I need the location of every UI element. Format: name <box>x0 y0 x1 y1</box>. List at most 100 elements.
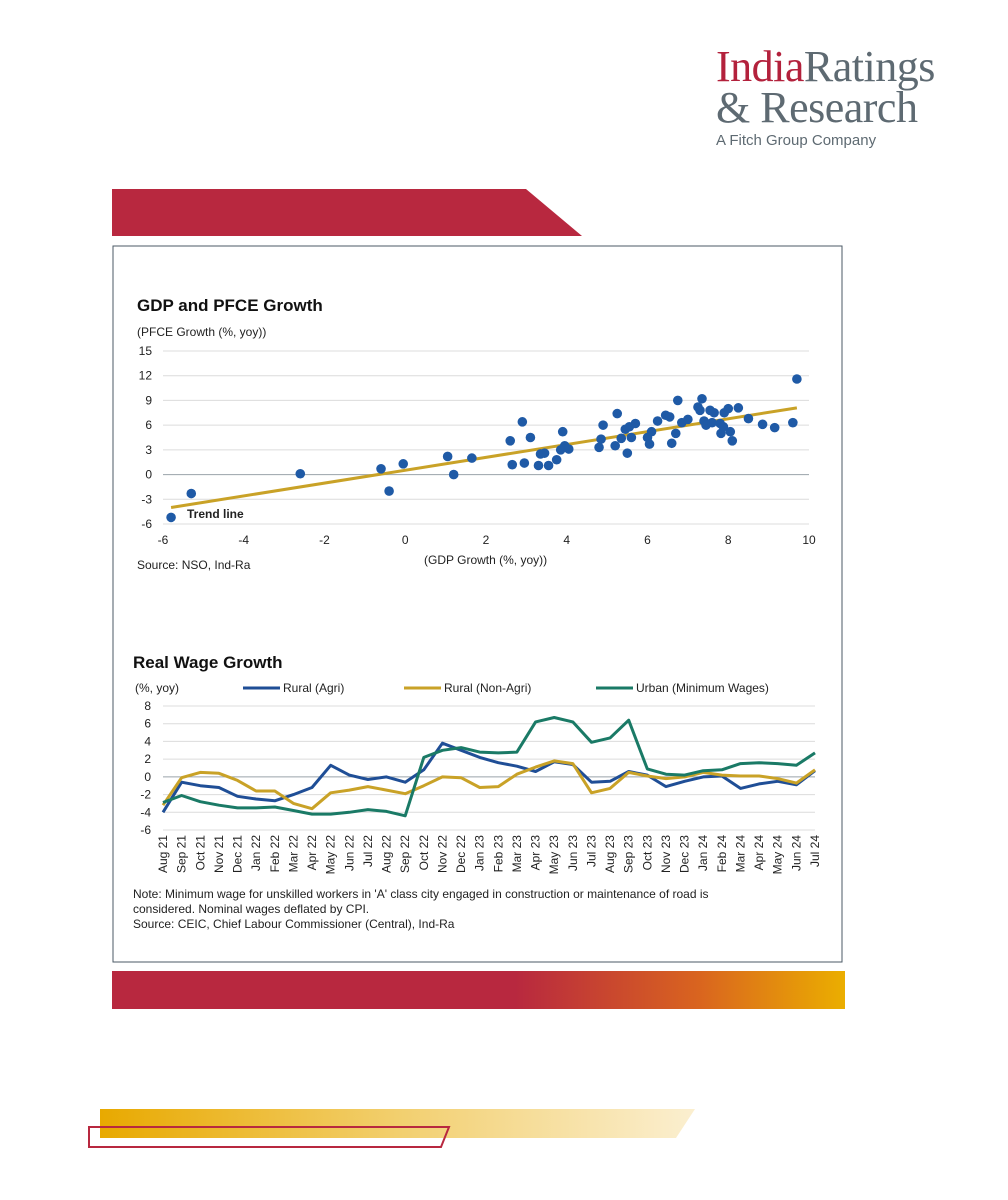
scatter-point <box>448 469 459 480</box>
line-x-ticks: Aug 21 Sep 21 Oct 21 Nov 21 Dec 21 Jan 22 Feb … <box>156 835 822 875</box>
scatter-point <box>664 412 675 422</box>
line-x-tick: Apr 24 <box>752 835 766 871</box>
line-x-tick: Mar 23 <box>510 835 524 873</box>
scatter-point <box>666 438 677 449</box>
scatter-point <box>792 374 802 384</box>
scatter-point <box>551 454 562 465</box>
logo-word-ratings: Ratings <box>803 42 935 91</box>
line-y-label: (%, yoy) <box>135 681 179 695</box>
scatter-point <box>672 395 683 406</box>
scatter-point <box>596 434 606 444</box>
scatter-y-tick: 9 <box>145 393 152 407</box>
scatter-point <box>670 428 681 439</box>
line-x-tick: Feb 24 <box>715 835 729 873</box>
scatter-point <box>525 432 536 443</box>
line-x-tick: Dec 21 <box>231 835 245 873</box>
scatter-point <box>295 468 306 479</box>
line-x-tick: Jun 22 <box>342 835 356 871</box>
scatter-y-tick: 0 <box>145 468 152 482</box>
scatter-point <box>594 442 604 453</box>
scatter-x-tick: 0 <box>402 533 409 547</box>
scatter-point <box>743 413 754 424</box>
scatter-point <box>557 426 568 437</box>
scatter-point <box>788 417 798 428</box>
line-x-tick: Sep 21 <box>175 835 189 873</box>
scatter-point <box>467 453 477 463</box>
line-x-tick: Feb 23 <box>491 835 505 873</box>
line-note-2: considered. Nominal wages deflated by CP… <box>133 902 369 916</box>
scatter-x-ticks: -6 -4 -2 0 2 4 6 8 10 <box>158 533 816 547</box>
line-x-tick: Mar 24 <box>733 835 747 873</box>
line-y-tick: -6 <box>140 823 151 837</box>
line-x-tick: Sep 23 <box>622 835 636 873</box>
scatter-point <box>697 393 707 404</box>
line-legend: Rural (Agri) Rural (Non-Agri) Urban (Min… <box>243 681 769 695</box>
scatter-y-tick: 6 <box>145 418 152 432</box>
scatter-point <box>563 444 574 454</box>
scatter-point <box>543 460 554 471</box>
line-x-tick: Apr 22 <box>305 835 319 871</box>
line-x-tick: Sep 22 <box>398 835 412 873</box>
line-x-tick: Dec 23 <box>678 835 692 873</box>
line-x-tick: Jul 24 <box>808 835 822 867</box>
legend-label-urban: Urban (Minimum Wages) <box>636 681 769 695</box>
line-x-tick: May 22 <box>324 835 338 875</box>
scatter-x-tick: -4 <box>238 533 249 547</box>
line-x-tick: Jun 23 <box>566 835 580 871</box>
line-series <box>161 716 816 818</box>
scatter-point <box>630 418 641 429</box>
scatter-y-label: (PFCE Growth (%, yoy)) <box>137 325 266 339</box>
scatter-trend-line <box>170 406 798 510</box>
scatter-point <box>539 448 550 458</box>
logo-word-india: India <box>716 42 804 91</box>
line-y-tick: 0 <box>144 770 151 784</box>
line-source: Source: CEIC, Chief Labour Commissioner … <box>133 917 455 931</box>
line-x-tick: Aug 22 <box>380 835 394 873</box>
scatter-y-tick: 15 <box>139 344 153 358</box>
footer-red-outline <box>88 1126 451 1148</box>
scatter-point <box>626 432 637 443</box>
bottom-banner <box>112 971 845 1009</box>
scatter-point <box>757 419 768 430</box>
legend-label-rural-non-agri: Rural (Non-Agri) <box>444 681 531 695</box>
line-x-tick: Apr 23 <box>529 835 543 871</box>
scatter-point <box>442 451 453 462</box>
line-y-tick: -4 <box>140 805 151 819</box>
line-series-0 <box>161 741 816 814</box>
scatter-chart: GDP and PFCE Growth (PFCE Growth (%, yoy… <box>137 296 816 572</box>
scatter-point <box>616 433 627 444</box>
scatter-point <box>384 486 394 496</box>
scatter-point <box>612 408 623 419</box>
logo-word-research: & Research <box>716 83 918 132</box>
line-x-tick: Jan 24 <box>696 835 710 871</box>
scatter-points <box>166 374 802 523</box>
scatter-x-tick: 2 <box>483 533 490 547</box>
scatter-point <box>733 403 744 413</box>
line-x-tick: Nov 22 <box>435 835 449 873</box>
scatter-x-tick: 6 <box>644 533 651 547</box>
trend-line-label: Trend line <box>187 507 244 521</box>
scatter-point <box>398 459 409 469</box>
scatter-point <box>186 488 197 499</box>
scatter-source: Source: NSO, Ind-Ra <box>137 558 251 572</box>
scatter-point <box>769 422 780 433</box>
scatter-title: GDP and PFCE Growth <box>137 296 323 315</box>
line-series-2 <box>162 716 816 818</box>
scatter-y-tick: -3 <box>141 492 152 506</box>
scatter-point <box>683 414 693 425</box>
scatter-point <box>725 426 736 437</box>
scatter-point <box>718 421 729 432</box>
scatter-point <box>652 416 663 426</box>
line-y-ticks: 8 6 4 2 0 -2 -4 -6 <box>140 699 151 837</box>
scatter-x-tick: 10 <box>802 533 816 547</box>
scatter-x-tick: 8 <box>725 533 732 547</box>
line-x-tick: Nov 23 <box>659 835 673 873</box>
line-x-tick: Oct 23 <box>640 835 654 871</box>
scatter-point <box>622 448 633 458</box>
line-x-tick: Jul 22 <box>361 835 375 867</box>
scatter-point <box>505 435 516 446</box>
top-banner <box>112 189 582 236</box>
scatter-y-tick: 12 <box>139 369 153 383</box>
line-chart: Real Wage Growth (%, yoy) Rural (Agri) R… <box>133 653 822 931</box>
line-y-tick: 8 <box>144 699 151 713</box>
